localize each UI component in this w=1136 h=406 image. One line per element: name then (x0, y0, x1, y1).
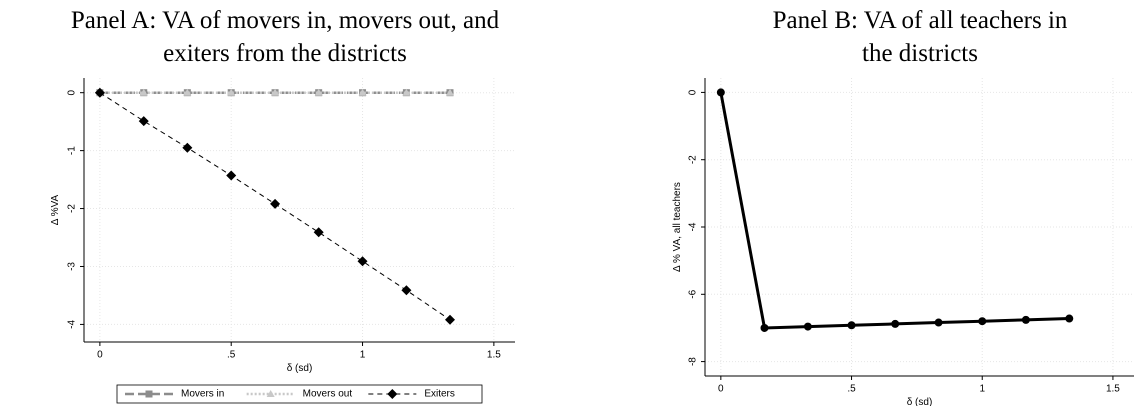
marker (401, 285, 412, 296)
marker (891, 319, 900, 328)
x-tick-label: 1.5 (487, 350, 501, 361)
y-tick-label: -8 (688, 357, 699, 366)
chart-title: the districts (862, 40, 978, 67)
y-tick-label: -4 (67, 320, 78, 329)
marker (314, 88, 323, 96)
legend-label: Movers in (181, 389, 224, 400)
x-tick-label: 1 (979, 384, 985, 395)
marker (227, 88, 236, 96)
y-tick-label: -4 (688, 222, 699, 231)
x-axis-title: δ (sd) (287, 363, 313, 374)
x-tick-label: 1.5 (1106, 384, 1120, 395)
marker (94, 87, 105, 98)
marker (182, 142, 193, 153)
marker (357, 256, 368, 267)
y-tick-label: 0 (688, 89, 699, 95)
legend-box (116, 384, 483, 404)
y-tick-label: -1 (67, 146, 78, 155)
x-tick-label: 0 (718, 384, 724, 395)
legend-label: Movers out (303, 389, 353, 400)
marker (266, 390, 275, 397)
marker (1021, 315, 1030, 324)
chart-title: Panel B: VA of all teachers in (773, 7, 1068, 34)
marker (803, 322, 812, 331)
marker (445, 314, 456, 325)
marker (183, 88, 192, 96)
x-tick-label: .5 (227, 350, 236, 361)
marker (446, 88, 455, 96)
y-tick-label: -6 (688, 289, 699, 298)
marker (270, 198, 281, 209)
marker (358, 88, 367, 96)
y-axis-title: Δ %VA (50, 194, 61, 225)
chart-title: exiters from the districts (163, 40, 407, 67)
y-tick-label: 0 (67, 89, 78, 95)
marker (402, 88, 411, 96)
x-tick-label: 0 (97, 350, 103, 361)
legend-label: Exiters (424, 389, 455, 400)
marker (387, 389, 398, 399)
marker (313, 227, 324, 238)
marker (716, 88, 725, 97)
series-line (719, 92, 1070, 330)
marker (1065, 314, 1074, 323)
marker (760, 323, 769, 332)
marker (138, 116, 149, 127)
x-tick-label: .5 (847, 384, 856, 395)
y-tick-label: -2 (688, 155, 699, 164)
chart-panel: Panel B: VA of all teachers in the distri… (672, 7, 1134, 406)
chart-panel: Panel A: VA of movers in, movers out, an… (50, 7, 515, 404)
marker (139, 88, 148, 96)
marker (978, 317, 987, 326)
chart-title: Panel A: VA of movers in, movers out, an… (71, 7, 500, 34)
y-tick-label: -2 (67, 204, 78, 213)
marker (145, 390, 153, 398)
marker (226, 170, 237, 181)
y-tick-label: -3 (67, 262, 78, 271)
marker (847, 321, 856, 330)
x-tick-label: 1 (360, 350, 366, 361)
marker (934, 318, 943, 327)
x-axis-title: δ (sd) (907, 397, 933, 406)
y-axis-title: Δ % VA, all teachers (672, 182, 683, 272)
marker (271, 88, 280, 96)
